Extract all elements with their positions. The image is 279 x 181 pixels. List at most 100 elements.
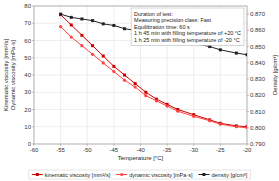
x-tick-label: -45 bbox=[110, 147, 119, 153]
legend-marker bbox=[202, 173, 205, 176]
y-tick bbox=[32, 40, 34, 41]
x-tick bbox=[193, 144, 194, 146]
series-line bbox=[61, 15, 247, 127]
series-0 bbox=[59, 13, 247, 128]
y-tick-label: 40 bbox=[24, 72, 31, 78]
legend-handle bbox=[198, 174, 209, 175]
point bbox=[91, 19, 94, 22]
x-tick bbox=[140, 144, 141, 146]
x-tick bbox=[220, 144, 221, 146]
point bbox=[219, 48, 222, 51]
point bbox=[219, 123, 222, 126]
x-tick-label: -50 bbox=[83, 147, 92, 153]
y2-tick bbox=[247, 79, 249, 80]
annotation-text: 1 h 45 min with filling temperature of +… bbox=[134, 30, 241, 36]
x-tick-label: -35 bbox=[163, 147, 172, 153]
y2-axis-label: Density [g/cm³] bbox=[272, 55, 278, 95]
y-tick-label: 70 bbox=[24, 20, 31, 26]
point bbox=[123, 79, 126, 82]
x-tick bbox=[87, 144, 88, 146]
y2-tick bbox=[247, 62, 249, 63]
point bbox=[235, 52, 238, 55]
point bbox=[59, 13, 62, 16]
legend-box bbox=[29, 170, 250, 179]
point bbox=[176, 110, 179, 113]
x-tick-label: -20 bbox=[243, 147, 252, 153]
y2-tick-label: 0.840 bbox=[250, 60, 266, 66]
y-tick bbox=[32, 57, 34, 58]
point bbox=[123, 27, 126, 30]
y2-tick-label: 0.790 bbox=[250, 141, 266, 147]
legend-handle bbox=[32, 174, 43, 175]
grid-line-y bbox=[34, 57, 247, 58]
point bbox=[70, 16, 73, 19]
point bbox=[166, 104, 169, 107]
point bbox=[219, 122, 222, 125]
x-tick-label: -55 bbox=[56, 147, 65, 153]
point bbox=[134, 82, 137, 85]
point bbox=[192, 115, 195, 118]
y-tick bbox=[32, 144, 34, 145]
point bbox=[155, 99, 158, 102]
y-tick bbox=[32, 6, 34, 7]
y-tick-label: 20 bbox=[24, 107, 31, 113]
point bbox=[112, 24, 115, 27]
grid bbox=[34, 6, 247, 144]
point bbox=[102, 55, 105, 58]
point bbox=[123, 74, 126, 77]
point bbox=[59, 13, 62, 16]
legend-marker bbox=[120, 173, 123, 176]
y2-tick-label: 0.830 bbox=[250, 76, 266, 82]
y2-tick bbox=[247, 144, 249, 145]
chart: -60-55-50-45-40-35-30-25-200102030405060… bbox=[0, 0, 279, 181]
point bbox=[246, 125, 248, 128]
legend-item: kinematic viscosity [mm²/s] bbox=[32, 172, 111, 178]
point bbox=[102, 61, 105, 64]
y2-tick-label: 0.860 bbox=[250, 27, 266, 33]
grid-line-y bbox=[34, 126, 247, 127]
x-tick-label: -25 bbox=[216, 147, 225, 153]
legend-label: density [g/cm³] bbox=[211, 172, 247, 178]
point bbox=[134, 85, 137, 88]
y2-tick bbox=[247, 30, 249, 31]
y2-tick-label: 0.800 bbox=[250, 125, 266, 131]
grid-line-y bbox=[34, 75, 247, 76]
y2-tick bbox=[247, 14, 249, 15]
point bbox=[208, 119, 211, 122]
point bbox=[70, 35, 73, 38]
annotation-text: 1 h 25 min with filling temperature of -… bbox=[134, 37, 240, 43]
y2-tick-label: 0.820 bbox=[250, 92, 266, 98]
point bbox=[80, 17, 83, 20]
y-axis-label: Kinematic viscosity [mm²/s]Dynamic visco… bbox=[3, 38, 16, 111]
point bbox=[245, 126, 247, 129]
point bbox=[144, 94, 147, 97]
point bbox=[235, 124, 238, 127]
y2-tick bbox=[247, 111, 249, 112]
x-tick-label: -30 bbox=[189, 147, 198, 153]
y-tick-label: 80 bbox=[24, 3, 31, 9]
annotation-box bbox=[131, 8, 244, 46]
y2-tick-label: 0.870 bbox=[250, 11, 266, 17]
x-tick-label: -60 bbox=[30, 147, 39, 153]
x-tick bbox=[60, 144, 61, 146]
y2-tick-label: 0.810 bbox=[250, 109, 266, 115]
y-axis-label-line: Kinematic viscosity [mm²/s] bbox=[3, 38, 9, 111]
point bbox=[70, 23, 73, 26]
annotation: Duration of test:Measuring precision cla… bbox=[131, 8, 244, 46]
grid-line-y bbox=[34, 109, 247, 110]
y2-tick-label: 0.850 bbox=[250, 44, 266, 50]
annotation-text: Measuring precision class: Fast bbox=[134, 17, 212, 23]
point bbox=[102, 22, 105, 25]
y-tick-label: 50 bbox=[24, 55, 31, 61]
y-tick bbox=[32, 23, 34, 24]
annotation-text: Duration of test: bbox=[134, 11, 173, 17]
y-tick bbox=[32, 109, 34, 110]
y-tick bbox=[32, 92, 34, 93]
y-tick-label: 60 bbox=[24, 38, 31, 44]
y2-tick bbox=[247, 95, 249, 96]
plot-data bbox=[59, 13, 247, 130]
legend: kinematic viscosity [mm²/s] dynamic visco… bbox=[29, 170, 250, 179]
legend-label: dynamic viscosity [mPa·s] bbox=[129, 172, 193, 178]
y-tick bbox=[32, 126, 34, 127]
x-tick-label: -40 bbox=[136, 147, 145, 153]
